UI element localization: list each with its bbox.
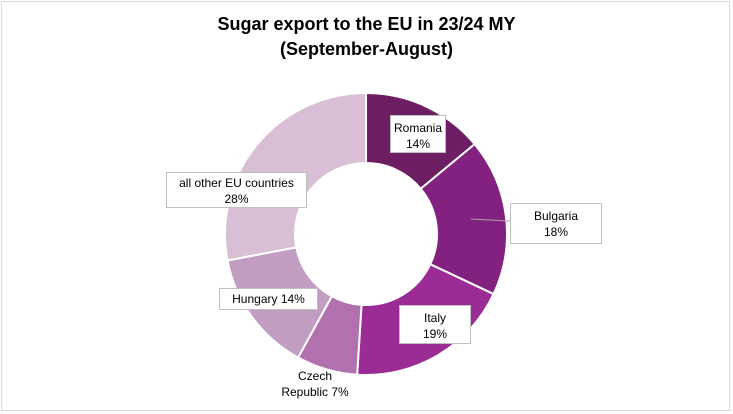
label-italy: Italy 19%	[399, 305, 471, 344]
label-hungary: Hungary 14%	[219, 288, 318, 310]
label-czech-republic: Czech Republic 7%	[281, 369, 349, 399]
chart-title-block: Sugar export to the EU in 23/24 MY (Sept…	[0, 12, 733, 62]
slice-bulgaria	[419, 142, 508, 296]
label-romania: Romania 14%	[390, 115, 446, 153]
chart-title: Sugar export to the EU in 23/24 MY	[217, 14, 516, 34]
label-all-other-eu-countries: all other EU countries 28%	[166, 172, 307, 208]
leader-line-bulgaria	[470, 218, 511, 222]
chart-subtitle: (September-August)	[279, 39, 453, 59]
label-bulgaria: Bulgaria 18%	[510, 203, 602, 244]
